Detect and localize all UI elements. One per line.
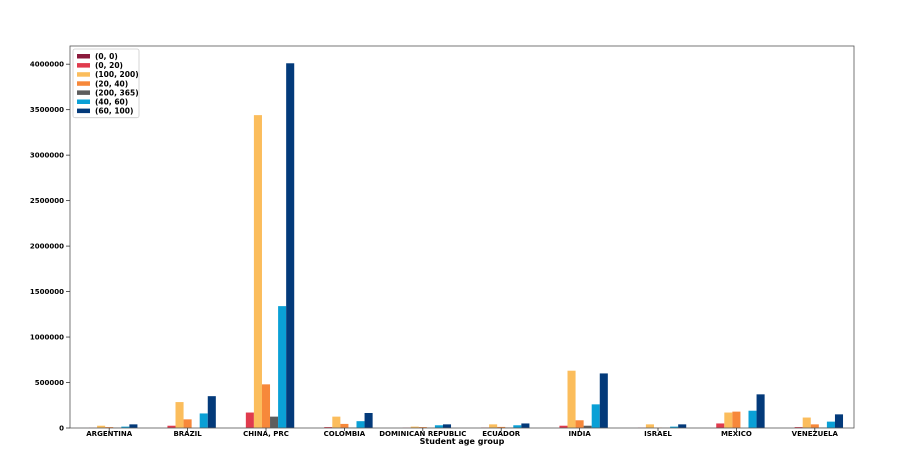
bar [253, 115, 262, 428]
y-tick-label: 0 [59, 425, 64, 433]
legend-swatch [77, 99, 90, 104]
y-tick-label: 1000000 [30, 334, 64, 342]
legend-label: (60, 100) [95, 107, 133, 116]
x-axis-title: Student age group [420, 437, 505, 446]
bar [207, 396, 216, 428]
bar [834, 414, 844, 428]
legend-label: (40, 60) [95, 98, 128, 107]
plot-frame [69, 45, 855, 429]
bar [410, 426, 419, 428]
x-axis: ARGENTINA BRAZIL CHINA, PRC COLOMBIA DOMINIC… [86, 428, 839, 438]
bar [678, 424, 687, 428]
legend-swatch [77, 72, 90, 77]
legend-label: (0, 0) [95, 52, 118, 61]
bar [364, 412, 373, 428]
bar [794, 427, 803, 428]
x-tick-label: CHINA, PRC [243, 430, 289, 438]
y-tick-label: 2000000 [30, 243, 64, 251]
bar [826, 421, 835, 428]
legend-swatch [77, 63, 90, 68]
bar [716, 423, 725, 428]
bar [591, 404, 600, 428]
bar [245, 412, 254, 428]
bar [442, 424, 452, 428]
x-tick-label: COLOMBIA [324, 430, 366, 438]
bar [583, 425, 592, 428]
bar [278, 306, 287, 428]
bar [418, 427, 427, 428]
y-tick-label: 4000000 [30, 61, 64, 69]
legend-label: (100, 200) [95, 70, 139, 79]
y-tick-label: 3500000 [30, 106, 64, 114]
bar [599, 373, 608, 428]
bar [756, 394, 765, 428]
bar [645, 424, 654, 428]
x-tick-label: ECUADOR [482, 430, 521, 438]
y-tick-label: 500000 [35, 379, 64, 387]
legend-label: (20, 40) [95, 79, 128, 88]
bar [340, 423, 349, 428]
bar [802, 417, 811, 428]
bar [129, 424, 138, 428]
bar [521, 423, 530, 428]
x-tick-label: INDIA [568, 430, 591, 438]
x-tick-label: DOMINICAN REPUBLIC [379, 430, 466, 438]
y-axis: 0 500000 1000000 1500000 2000000 2500000 30000… [30, 61, 70, 433]
bars-group [89, 63, 844, 429]
y-tick-label: 2500000 [30, 197, 64, 205]
bar [434, 425, 443, 428]
bar [270, 416, 279, 428]
legend-label: (200, 365) [95, 88, 139, 97]
bar [670, 426, 679, 428]
bar [489, 424, 498, 428]
x-tick-label: BRAZIL [173, 430, 202, 438]
bar [286, 63, 295, 429]
legend-swatch [77, 108, 90, 114]
bar [724, 412, 733, 428]
bar [497, 426, 506, 428]
bar [810, 424, 819, 428]
x-tick-label: MEXICO [721, 430, 752, 438]
bar [513, 425, 522, 428]
x-tick-label: ISRAEL [644, 430, 672, 438]
bar [575, 420, 584, 428]
legend-swatch [77, 81, 90, 86]
y-tick-label: 1500000 [30, 288, 64, 296]
legend: (0, 0)(0, 20)(100, 200)(20, 40)(200, 365… [72, 48, 140, 119]
bar [261, 384, 271, 428]
bar [105, 427, 114, 428]
x-tick-label: VENEZUELA [792, 430, 839, 438]
bar [167, 425, 176, 428]
bar [732, 411, 741, 428]
bar [356, 421, 365, 428]
y-tick-label: 3000000 [30, 152, 64, 160]
bar [97, 425, 106, 428]
legend-swatch [77, 90, 90, 95]
legend-swatch [77, 54, 90, 59]
bar [121, 426, 130, 428]
bar [324, 427, 333, 428]
bar [559, 425, 568, 428]
bar [332, 416, 341, 428]
bar [199, 413, 208, 428]
bar [175, 402, 184, 428]
bar [748, 410, 757, 428]
x-tick-label: ARGENTINA [86, 430, 132, 438]
bar [183, 419, 192, 428]
legend-label: (0, 20) [95, 61, 123, 70]
bar [567, 370, 576, 428]
